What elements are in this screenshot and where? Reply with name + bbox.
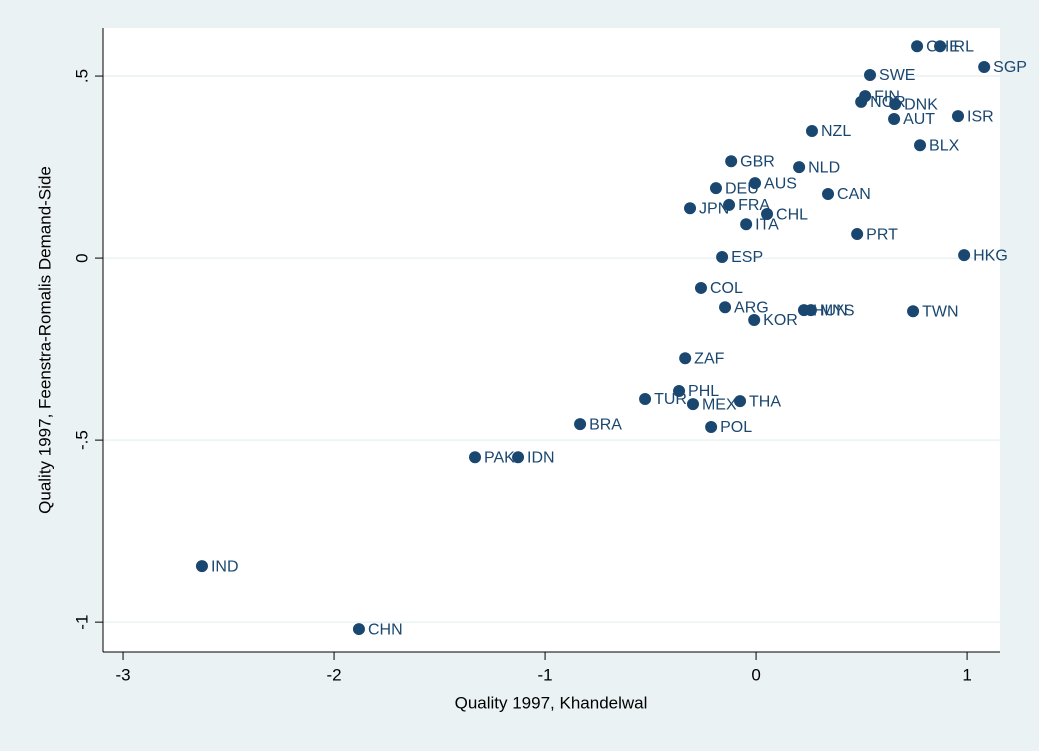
point-label: GBR: [740, 153, 775, 170]
point-label: AUS: [764, 175, 797, 192]
point-label: HUN: [813, 302, 848, 319]
point-label: TWN: [922, 303, 958, 320]
point-label: MEX: [702, 396, 737, 413]
point-label: DEU: [725, 180, 759, 197]
point: [851, 228, 864, 241]
point: [673, 384, 686, 397]
point-label: IND: [211, 558, 239, 575]
point-label: CHN: [368, 621, 403, 638]
x-tick-label: -2: [326, 665, 341, 684]
y-tick-label: 0: [72, 253, 91, 262]
point-label: AUT: [903, 111, 935, 128]
point-label: ESP: [731, 249, 763, 266]
point: [709, 182, 722, 195]
y-tick-label: -1: [72, 615, 91, 630]
point: [958, 249, 971, 262]
point: [934, 40, 947, 53]
point-label: SGP: [993, 59, 1027, 76]
x-tick-label: -3: [115, 665, 130, 684]
x-tick-label: 1: [962, 665, 971, 684]
point: [679, 352, 692, 365]
point-label: PHL: [688, 383, 719, 400]
point: [805, 125, 818, 138]
point-label: BRA: [589, 416, 622, 433]
y-tick-label: .5: [72, 69, 91, 83]
point-label: NLD: [808, 159, 840, 176]
point-label: NZL: [821, 123, 851, 140]
y-tick-label: -.5: [72, 430, 91, 450]
point-label: TUR: [654, 391, 687, 408]
point: [725, 155, 738, 168]
point-label: COL: [710, 280, 743, 297]
point: [889, 98, 902, 111]
point: [695, 281, 707, 294]
point: [978, 60, 991, 73]
point: [195, 560, 208, 573]
point-label: DNK: [904, 96, 938, 113]
point-label: ISR: [967, 108, 994, 125]
point: [740, 218, 753, 231]
point-label: POL: [720, 419, 752, 436]
point: [719, 301, 732, 314]
point: [761, 208, 774, 221]
point-label: ITA: [755, 216, 779, 233]
point-label: HKG: [973, 247, 1008, 264]
point: [911, 40, 924, 53]
plot-area: [103, 28, 1000, 652]
point: [749, 177, 762, 190]
point: [723, 198, 736, 211]
point: [864, 68, 877, 81]
point: [914, 139, 927, 152]
x-tick-label: -1: [538, 665, 553, 684]
x-axis-title: Quality 1997, Khandelwal: [455, 693, 648, 712]
point: [855, 95, 868, 108]
point-label: FRA: [738, 197, 770, 214]
point-label: PRT: [866, 226, 898, 243]
point: [705, 421, 718, 434]
point: [684, 202, 697, 215]
x-tick-label: 0: [751, 665, 760, 684]
point-label: MYS: [820, 302, 855, 319]
point-label: BLX: [929, 137, 960, 154]
point: [512, 451, 525, 464]
point: [734, 395, 747, 408]
point-label: PAK: [484, 449, 515, 466]
point: [469, 451, 482, 464]
point: [639, 392, 652, 405]
point: [804, 304, 817, 317]
point: [888, 113, 901, 126]
point-label: CHL: [776, 206, 808, 223]
point-label: IDN: [527, 449, 555, 466]
point-label: CAN: [837, 186, 871, 203]
point: [748, 313, 761, 326]
point: [822, 188, 835, 201]
point-label: ZAF: [694, 350, 724, 367]
point: [716, 250, 729, 263]
point-label: JPN: [699, 200, 729, 217]
point: [907, 305, 920, 318]
point-label: THA: [749, 393, 781, 410]
y-axis-title: Quality 1997, Feenstra-Romalis Demand-Si…: [35, 166, 54, 514]
point: [574, 418, 587, 431]
point: [793, 161, 806, 174]
point-label: IRL: [949, 38, 974, 55]
point-label: KOR: [763, 312, 798, 329]
point: [952, 110, 965, 123]
point-label: SWE: [879, 67, 915, 84]
point: [686, 398, 699, 411]
point-label: ARG: [734, 299, 769, 316]
point: [352, 623, 365, 636]
